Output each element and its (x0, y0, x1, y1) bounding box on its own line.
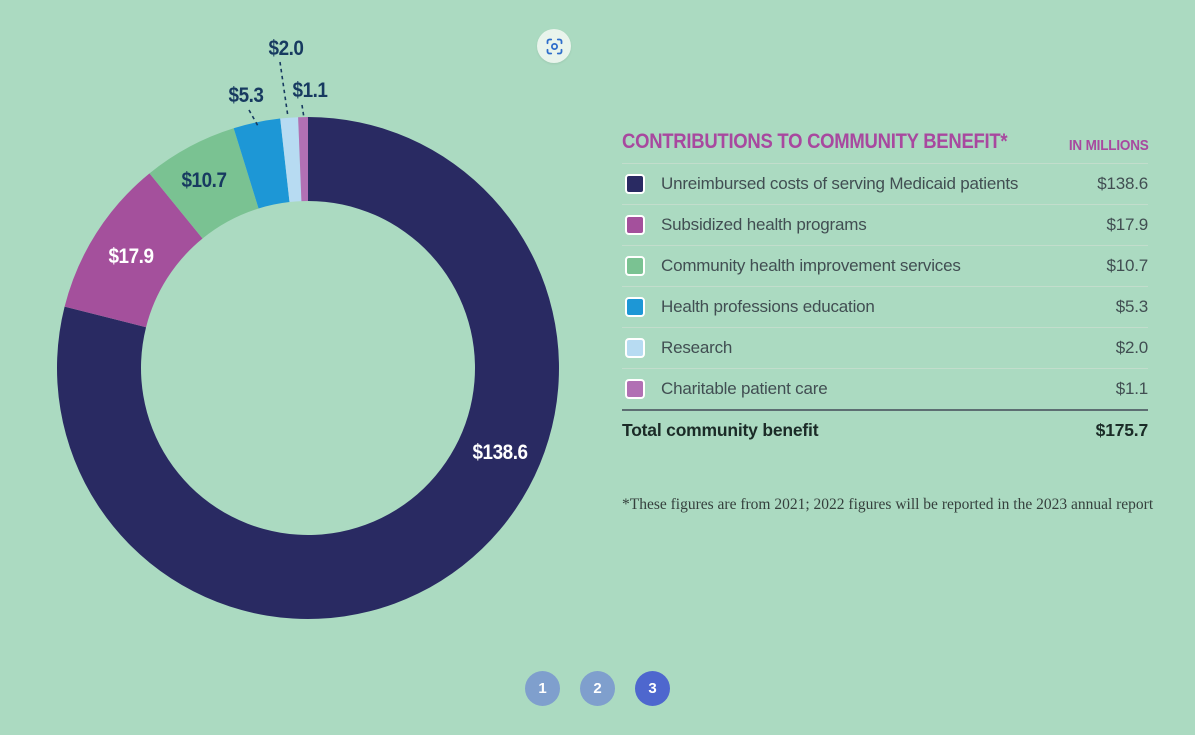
table-row: Community health improvement services $1… (622, 246, 1148, 287)
row-label: Charitable patient care (661, 379, 828, 398)
legend-swatch-research (625, 338, 645, 358)
page-button-1[interactable]: 1 (525, 671, 560, 706)
legend-table: CONTRIBUTIONS TO COMMUNITY BENEFIT* IN M… (622, 130, 1149, 449)
row-value: $2.0 (1115, 338, 1148, 357)
page-button-3[interactable]: 3 (635, 671, 670, 706)
fullscreen-button[interactable] (537, 29, 571, 63)
table-row: Unreimbursed costs of serving Medicaid p… (622, 164, 1148, 205)
row-value: $138.6 (1097, 174, 1148, 193)
donut-segment[interactable] (56, 117, 559, 620)
leader-line-charitable (301, 104, 305, 119)
scan-icon (546, 38, 563, 55)
donut-segment[interactable] (280, 117, 302, 203)
table-row: Research $2.0 (622, 328, 1148, 369)
row-value: $17.9 (1106, 215, 1148, 234)
legend-swatch-subsidized (625, 215, 645, 235)
donut-value-label-health-professions: $5.3 (228, 84, 264, 107)
donut-value-label-community-health: $10.7 (181, 169, 227, 192)
total-label: Total community benefit (622, 419, 819, 440)
donut-chart (56, 61, 559, 620)
row-value: $10.7 (1106, 256, 1148, 275)
legend-swatch-community-health (625, 256, 645, 276)
leader-lines (248, 61, 305, 127)
donut-segment[interactable] (149, 128, 259, 239)
row-label: Research (661, 338, 733, 357)
row-label: Community health improvement services (661, 256, 961, 275)
legend-swatch-charitable (625, 379, 645, 399)
legend-swatch-health-professions (625, 297, 645, 317)
legend-table-header: CONTRIBUTIONS TO COMMUNITY BENEFIT* IN M… (622, 130, 1149, 164)
donut-segment[interactable] (64, 173, 203, 328)
row-label: Unreimbursed costs of serving Medicaid p… (661, 174, 1019, 193)
row-label: Subsidized health programs (661, 215, 867, 234)
donut-value-label-charitable: $1.1 (292, 79, 328, 102)
table-units-header: IN MILLIONS (1068, 137, 1149, 154)
total-value: $175.7 (1095, 419, 1149, 440)
table-total-row: Total community benefit $175.7 (622, 409, 1148, 449)
leader-line-research (279, 61, 289, 118)
table-title: CONTRIBUTIONS TO COMMUNITY BENEFIT* (622, 130, 1008, 153)
legend-swatch-medicaid (625, 174, 645, 194)
footnote: *These figures are from 2021; 2022 figur… (622, 496, 1154, 513)
donut-segment[interactable] (298, 116, 308, 202)
donut-value-label-medicaid: $138.6 (472, 441, 528, 464)
row-value: $1.1 (1115, 379, 1148, 398)
pagination: 1 2 3 (0, 671, 1195, 706)
table-row: Subsidized health programs $17.9 (622, 205, 1148, 246)
row-label: Health professions education (661, 297, 875, 316)
table-row: Charitable patient care $1.1 (622, 369, 1148, 409)
leader-line-health-professions (248, 109, 259, 127)
donut-value-label-subsidized: $17.9 (108, 245, 154, 268)
table-row: Health professions education $5.3 (622, 287, 1148, 328)
donut-value-label-research: $2.0 (268, 37, 304, 60)
row-value: $5.3 (1115, 297, 1148, 316)
donut-segment[interactable] (233, 118, 290, 209)
page-button-2[interactable]: 2 (580, 671, 615, 706)
